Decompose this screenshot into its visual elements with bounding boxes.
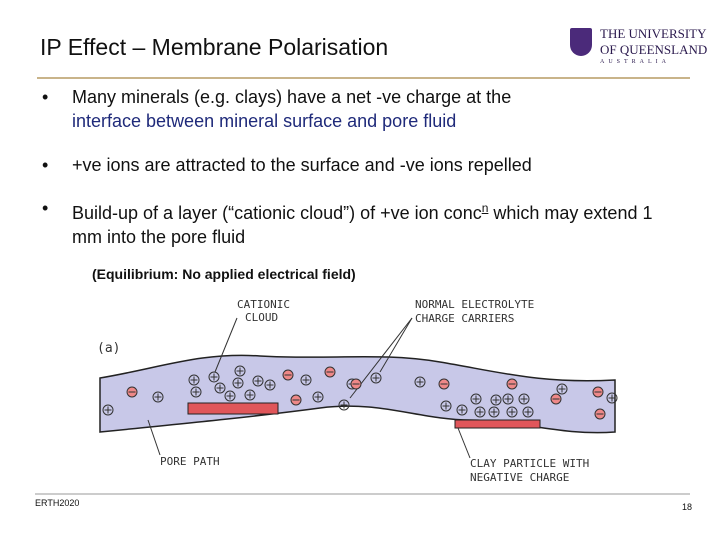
bullet-text: which may extend 1 mm into the pore flui… [72,203,653,247]
bullet-text: Many minerals (e.g. clays) have a net -v… [72,87,512,107]
figure-label: CATIONIC [237,298,290,311]
bullet: • Build-up of a layer (“cationic cloud”)… [42,198,653,247]
cation [234,365,246,377]
cation [474,406,486,418]
logo-line: THE UNIVERSITY [600,26,707,41]
cation [190,386,202,398]
ions [102,365,618,420]
cation [440,400,452,412]
cation [518,393,530,405]
logo-shield [570,28,592,56]
figure-caption: (Equilibrium: No applied electrical fiel… [92,266,356,282]
cation [208,371,220,383]
bullet-text: interface between mineral surface and po… [72,111,457,131]
figure-label: CLAY PARTICLE WITH [470,457,589,470]
cation [490,394,502,406]
cation [506,406,518,418]
cation [414,376,426,388]
figure-label: CHARGE CARRIERS [415,312,514,325]
bullet: • Many minerals (e.g. clays) have a net … [42,85,682,133]
cation [214,382,226,394]
figure-label: PORE PATH [160,455,220,468]
cation [244,389,256,401]
figure-label: NEGATIVE CHARGE [470,471,569,484]
cation [264,379,276,391]
cation [606,392,618,404]
page-number: 18 [682,502,693,512]
cation [232,377,244,389]
cation [470,393,482,405]
cation [522,406,534,418]
bullet: • +ve ions are attracted to the surface … [42,153,682,177]
cation [338,399,350,411]
logo-line: OF QUEENSLAND [600,42,708,57]
cation [152,391,164,403]
cation [224,390,236,402]
figure-label: CLOUD [245,311,278,324]
cation [488,406,500,418]
cation [300,374,312,386]
title-rule [37,77,690,79]
bullet-text: +ve ions are attracted to the surface an… [72,155,532,175]
clay-particle [187,402,279,415]
cation [252,375,264,387]
cation [456,404,468,416]
slide-title: IP Effect – Membrane Polarisation [40,34,389,60]
cation [188,374,200,386]
cation [556,383,568,395]
cation [312,391,324,403]
cation [502,393,514,405]
logo: THE UNIVERSITY OF QUEENSLAND AUSTRALIA [600,26,707,67]
bullet-text: Build-up of a layer (“cationic cloud”) o… [72,203,482,223]
superscript: n [481,201,489,215]
cation [102,404,114,416]
course-code: ERTH2020 [35,498,80,508]
clay-particle [454,419,541,429]
figure-label: (a) [97,341,120,356]
figure-label: NORMAL ELECTROLYTE [415,298,534,311]
logo-line: AUSTRALIA [600,59,670,65]
cation [370,372,382,384]
